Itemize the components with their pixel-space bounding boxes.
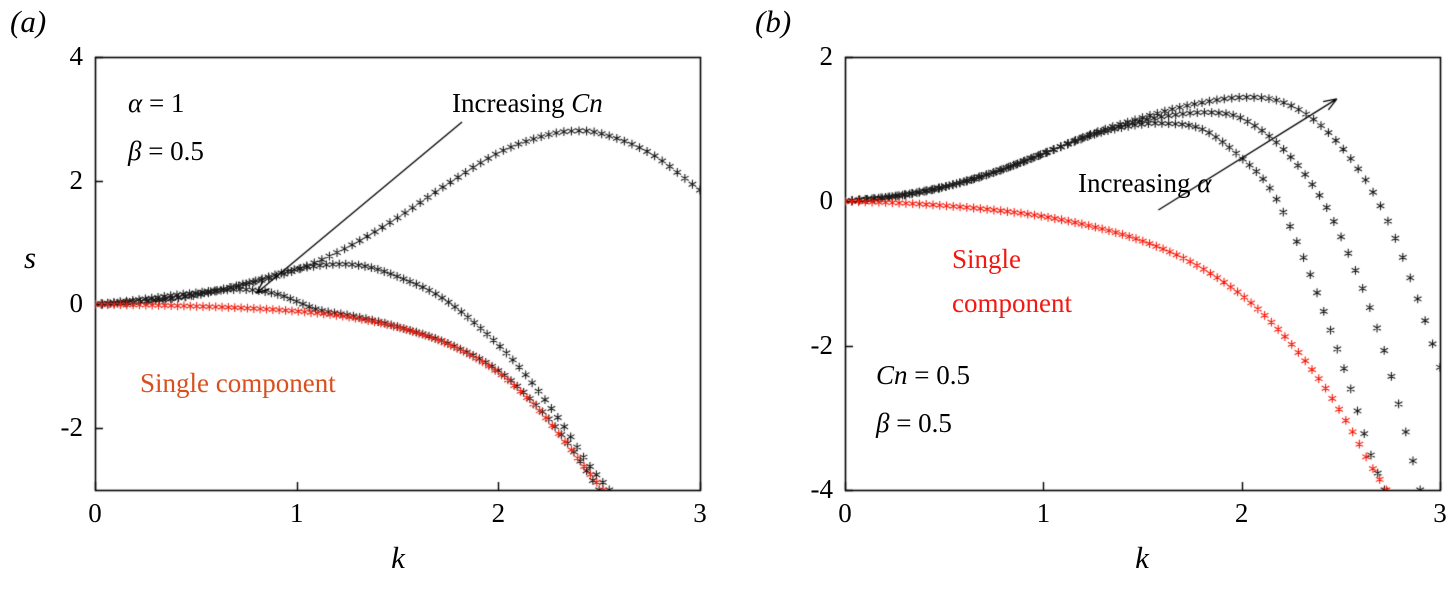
plot-canvas [0,0,1454,599]
figure: (a) s k α = 1 β = 0.5 Increasing Cn Sing… [0,0,1454,599]
